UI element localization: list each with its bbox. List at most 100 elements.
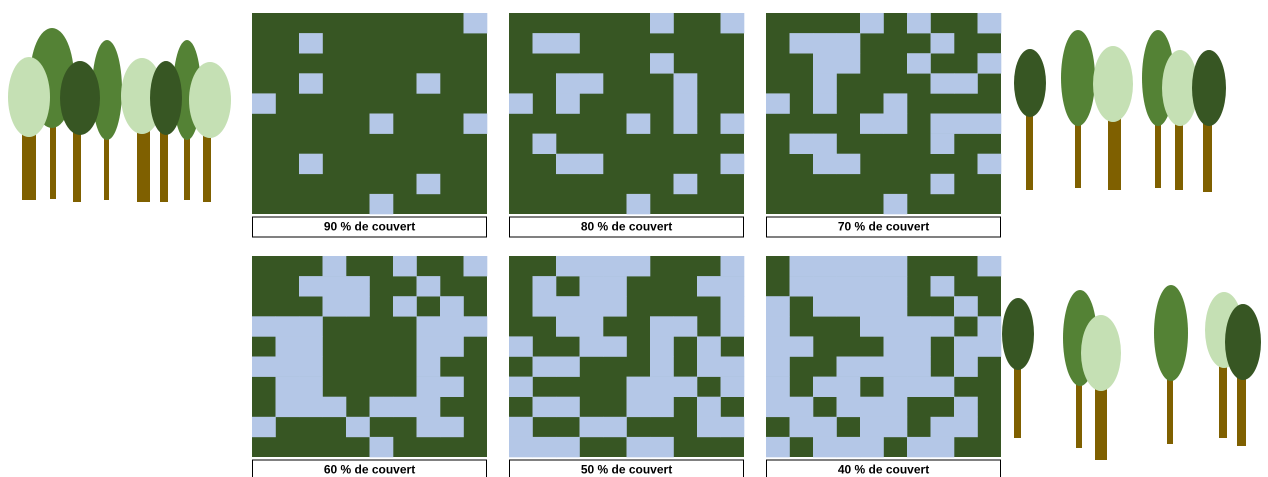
gap-cell bbox=[836, 153, 861, 175]
gap-cell bbox=[836, 396, 861, 418]
tree-crown bbox=[150, 61, 182, 135]
trunk bbox=[203, 130, 211, 202]
panels: 90 % de couvert 80 % de couvert 70 % de co… bbox=[252, 13, 1002, 477]
panel-label: 60 % de couvert bbox=[324, 463, 415, 477]
gap-cell bbox=[556, 296, 580, 317]
gap-cell bbox=[532, 33, 557, 54]
gap-cell bbox=[977, 53, 1002, 74]
gap-cell bbox=[322, 396, 347, 418]
gap-cell bbox=[275, 376, 300, 397]
gap-cell bbox=[836, 296, 861, 317]
label-box bbox=[766, 216, 1001, 238]
trunk bbox=[1076, 380, 1082, 448]
gap-cell bbox=[720, 376, 745, 397]
gap-cell bbox=[883, 93, 908, 114]
gap-cell bbox=[299, 153, 323, 175]
gap-cell bbox=[860, 356, 884, 377]
gap-cell bbox=[907, 436, 931, 458]
gap-cell bbox=[720, 256, 745, 277]
gap-cell bbox=[626, 396, 651, 418]
gap-cell bbox=[860, 396, 884, 418]
gap-cell bbox=[883, 296, 908, 317]
gap-cell bbox=[532, 356, 557, 377]
gap-cell bbox=[556, 256, 580, 277]
gap-cell bbox=[252, 356, 276, 377]
gap-cell bbox=[556, 93, 580, 114]
gap-cell bbox=[813, 153, 837, 175]
gap-cell bbox=[299, 356, 323, 377]
gap-cell bbox=[697, 396, 721, 418]
tree-crown bbox=[1093, 46, 1133, 122]
gap-cell bbox=[673, 376, 698, 397]
gap-cell bbox=[416, 336, 441, 357]
trunk bbox=[1167, 375, 1173, 444]
gap-cell bbox=[579, 336, 604, 357]
gap-cell bbox=[299, 316, 323, 337]
trunk bbox=[50, 125, 56, 199]
gap-cell bbox=[720, 153, 745, 175]
gap-cell bbox=[860, 296, 884, 317]
gap-cell bbox=[416, 396, 441, 418]
label-box bbox=[766, 459, 1001, 477]
gap-cell bbox=[463, 256, 488, 277]
trunk bbox=[1108, 118, 1121, 190]
gap-cell bbox=[930, 316, 955, 337]
trunk bbox=[1026, 110, 1033, 190]
tree-crown bbox=[1081, 315, 1121, 391]
gap-cell bbox=[346, 276, 370, 297]
gap-cell bbox=[650, 316, 674, 337]
gap-cell bbox=[720, 296, 745, 317]
trunk bbox=[184, 130, 190, 200]
gap-cell bbox=[977, 13, 1002, 34]
gap-cell bbox=[883, 376, 908, 397]
tree-crown bbox=[1162, 50, 1198, 126]
trunk bbox=[104, 130, 109, 200]
gap-cell bbox=[789, 336, 814, 357]
gap-cell bbox=[789, 396, 814, 418]
trunk bbox=[1237, 370, 1246, 446]
gap-cell bbox=[299, 376, 323, 397]
gap-cell bbox=[860, 276, 884, 297]
gap-cell bbox=[416, 173, 441, 195]
trunk bbox=[1014, 360, 1021, 438]
gap-cell bbox=[836, 376, 861, 397]
label-box bbox=[509, 459, 744, 477]
gap-cell bbox=[836, 33, 861, 54]
tree-crown bbox=[1002, 298, 1034, 370]
tree-crown bbox=[189, 62, 231, 138]
gap-cell bbox=[369, 193, 394, 215]
gap-cell bbox=[626, 113, 651, 134]
gap-cell bbox=[556, 356, 580, 377]
gap-cell bbox=[509, 336, 533, 357]
gap-cell bbox=[697, 336, 721, 357]
gap-cell bbox=[275, 396, 300, 418]
gap-cell bbox=[369, 436, 394, 458]
gap-cell bbox=[720, 316, 745, 337]
gap-cell bbox=[860, 436, 884, 458]
gap-cell bbox=[299, 73, 323, 94]
gap-cell bbox=[579, 276, 604, 297]
gap-cell bbox=[766, 436, 790, 458]
gap-cell bbox=[509, 436, 533, 458]
gap-cell bbox=[977, 153, 1002, 175]
gap-cell bbox=[930, 276, 955, 297]
gap-cell bbox=[766, 316, 790, 337]
gap-cell bbox=[463, 13, 488, 34]
panel-label: 70 % de couvert bbox=[838, 220, 929, 234]
gap-cell bbox=[720, 13, 745, 34]
panel-label: 50 % de couvert bbox=[581, 463, 672, 477]
gap-cell bbox=[440, 376, 464, 397]
gap-cell bbox=[766, 356, 790, 377]
gap-cell bbox=[416, 376, 441, 397]
trunk bbox=[1075, 120, 1081, 188]
gap-cell bbox=[673, 113, 698, 134]
gap-cell bbox=[836, 53, 861, 74]
gap-cell bbox=[509, 376, 533, 397]
gap-cell bbox=[813, 376, 837, 397]
gap-cell bbox=[954, 113, 978, 134]
gap-cell bbox=[579, 73, 604, 94]
gap-cell bbox=[883, 316, 908, 337]
gap-cell bbox=[650, 53, 674, 74]
gap-cell bbox=[697, 276, 721, 297]
gap-cell bbox=[440, 336, 464, 357]
